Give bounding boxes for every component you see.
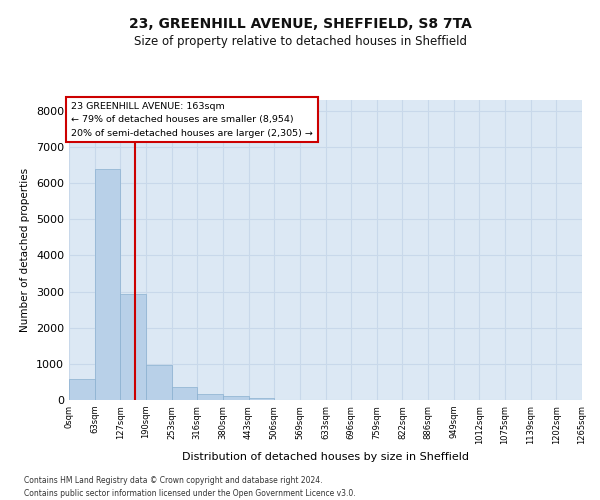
Bar (197, 394, 223, 400)
Bar (223, 396, 248, 400)
Text: Size of property relative to detached houses in Sheffield: Size of property relative to detached ho… (133, 35, 467, 48)
Bar (69, 378, 95, 400)
Bar (121, 294, 146, 400)
Bar (146, 365, 172, 400)
Text: Contains HM Land Registry data © Crown copyright and database right 2024.
Contai: Contains HM Land Registry data © Crown c… (24, 476, 356, 498)
Text: 23, GREENHILL AVENUE, SHEFFIELD, S8 7TA: 23, GREENHILL AVENUE, SHEFFIELD, S8 7TA (128, 18, 472, 32)
Y-axis label: Number of detached properties: Number of detached properties (20, 168, 31, 332)
Bar (172, 387, 197, 400)
Bar (248, 398, 274, 400)
Text: 23 GREENHILL AVENUE: 163sqm
← 79% of detached houses are smaller (8,954)
20% of : 23 GREENHILL AVENUE: 163sqm ← 79% of det… (71, 102, 313, 138)
Bar (95, 168, 121, 400)
X-axis label: Distribution of detached houses by size in Sheffield: Distribution of detached houses by size … (182, 452, 469, 462)
